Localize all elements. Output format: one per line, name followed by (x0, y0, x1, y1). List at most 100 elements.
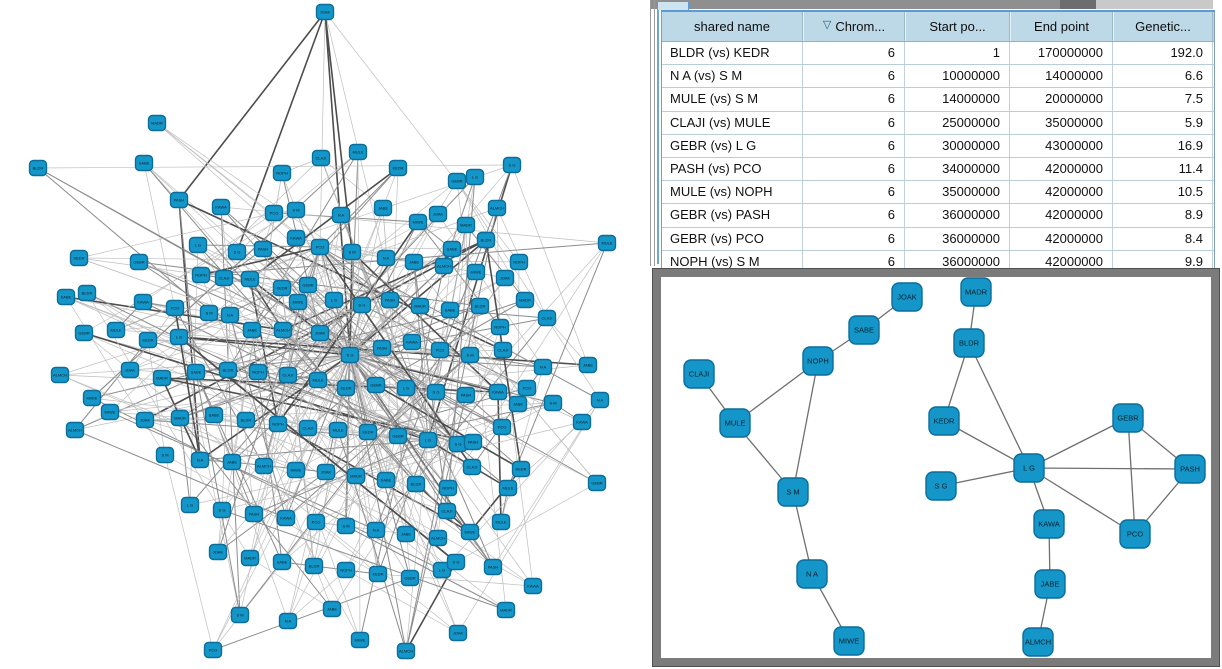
network-node[interactable]: MIWE (100, 403, 120, 421)
network-node[interactable]: S M (155, 446, 175, 464)
network-node[interactable]: BLDR (218, 361, 238, 379)
network-node[interactable]: PCO (203, 641, 223, 659)
network-node[interactable]: PASH (456, 386, 476, 404)
table-row[interactable]: PASH (vs) PCO 6 34000000 42000000 11.4 (662, 156, 1214, 181)
network-node[interactable]: S G (446, 553, 466, 571)
network-node[interactable]: S G (340, 346, 360, 364)
network-node[interactable]: S M (286, 201, 306, 219)
network-node[interactable]: PCO (492, 418, 512, 436)
network-node[interactable]: JABE (578, 356, 598, 374)
network-node[interactable]: JABE (322, 600, 342, 618)
network-node[interactable]: N A (366, 521, 386, 539)
network-node[interactable]: GEBR (129, 253, 149, 271)
network-node[interactable]: PCO (430, 341, 450, 359)
network-node[interactable]: BLDR (406, 475, 426, 493)
network-node[interactable]: L G (1013, 453, 1045, 483)
network-node[interactable]: L G (465, 168, 485, 186)
network-node[interactable]: KAWA (211, 198, 231, 216)
overview-network-panel[interactable]: JOAK MADR SABE BLDR NOPH CLAJI MULE KEDR GEBR L G… (0, 0, 650, 669)
network-node[interactable]: PASH (244, 505, 264, 523)
network-node[interactable]: KAWA (572, 413, 592, 431)
network-node[interactable]: JABE (242, 321, 262, 339)
network-node[interactable]: MULE (719, 408, 751, 438)
network-node[interactable]: L G (324, 291, 344, 309)
network-node[interactable]: SABE (56, 288, 76, 306)
network-node[interactable]: S G (212, 501, 232, 519)
network-node[interactable]: KAWA (402, 333, 422, 351)
filter-funnel-icon[interactable]: ▽ (822, 19, 832, 31)
network-node[interactable]: NOPH (490, 318, 510, 336)
network-node[interactable]: KAWA (133, 293, 153, 311)
detail-network-svg[interactable]: JOAK MADR SABE BLDR NOPH CLAJI MULE KEDR GEBR L G… (661, 277, 1211, 658)
network-node[interactable]: BLDR (470, 297, 490, 315)
network-node[interactable]: NOPH (438, 479, 458, 497)
network-node[interactable]: PASH (372, 339, 392, 357)
network-node[interactable]: CLAJI (214, 269, 234, 287)
network-node[interactable]: L G (180, 496, 200, 514)
network-node[interactable]: CLAJI (278, 366, 298, 384)
network-node[interactable]: SABE (442, 240, 462, 258)
network-node[interactable]: S M (199, 304, 219, 322)
network-node[interactable]: L G (396, 379, 416, 397)
column-header-chrom---[interactable]: ▽ Chrom... (803, 12, 905, 41)
network-node[interactable]: S M (230, 606, 250, 624)
panel-splitter[interactable] (650, 0, 651, 266)
network-node[interactable]: MADR (456, 216, 476, 234)
network-node[interactable]: S G (925, 471, 957, 501)
overview-network-canvas[interactable]: JOAK MADR SABE BLDR NOPH CLAJI MULE KEDR GEBR L G… (0, 0, 650, 669)
network-node[interactable]: SABE (848, 315, 880, 345)
network-node[interactable]: MIWE (460, 523, 480, 541)
network-node[interactable]: SABE (376, 471, 396, 489)
detail-network-canvas[interactable]: JOAK MADR SABE BLDR NOPH CLAJI MULE KEDR GEBR L G… (661, 277, 1211, 658)
network-node[interactable]: GEBR (74, 324, 94, 342)
network-node[interactable]: MIWE (466, 263, 486, 281)
network-node[interactable]: CLAJI (298, 419, 318, 437)
network-node[interactable]: MADR (346, 467, 366, 485)
network-node[interactable]: ALMCH (254, 457, 274, 475)
network-node[interactable]: KAWA (1033, 509, 1065, 539)
network-node[interactable]: PASH (1174, 454, 1206, 484)
network-node[interactable]: KAWA (276, 509, 296, 527)
network-node[interactable]: PCO (517, 379, 537, 397)
network-node[interactable]: MULE (106, 321, 126, 339)
network-node[interactable]: MULE (348, 143, 368, 161)
network-node[interactable]: MULE (498, 479, 518, 497)
network-node[interactable]: SABE (440, 301, 460, 319)
network-node[interactable]: S G (426, 383, 446, 401)
network-node[interactable]: L G (188, 236, 208, 254)
network-node[interactable]: JABE (508, 395, 528, 413)
network-node[interactable]: MULE (328, 421, 348, 439)
network-node[interactable]: MADR (960, 277, 992, 307)
network-node[interactable]: KAWA (523, 577, 543, 595)
network-node[interactable]: PCO (264, 204, 284, 222)
network-node[interactable]: ALMCH (396, 642, 416, 660)
network-node[interactable]: PASH (483, 558, 503, 576)
network-node[interactable]: MULE (240, 270, 260, 288)
network-node[interactable]: CLAJI (462, 458, 482, 476)
network-node[interactable]: JOAK (310, 324, 330, 342)
network-node[interactable]: GEBR (366, 376, 386, 394)
column-header-genetic---[interactable]: Genetic... (1113, 12, 1213, 41)
network-node[interactable]: N A (590, 391, 610, 409)
network-node[interactable]: NOPH (191, 266, 211, 284)
network-node[interactable]: PASH (463, 433, 483, 451)
network-node[interactable]: N A (331, 206, 351, 224)
network-node[interactable]: MIWE (82, 389, 102, 407)
network-node[interactable]: PCO (310, 238, 330, 256)
network-node[interactable]: SABE (134, 154, 154, 172)
network-node[interactable]: GEBR (400, 569, 420, 587)
network-node[interactable]: KEDR (928, 406, 960, 436)
network-node[interactable]: N A (278, 612, 298, 630)
network-node[interactable]: MADR (170, 409, 190, 427)
network-node[interactable]: CLAJI (537, 309, 557, 327)
network-node[interactable]: BLDR (77, 284, 97, 302)
network-node[interactable]: NOPH (802, 346, 834, 376)
network-node[interactable]: NOPH (509, 253, 529, 271)
network-node[interactable]: KEDR (336, 379, 356, 397)
column-header-shared-name[interactable]: shared name (662, 12, 803, 41)
network-node[interactable]: JOAK (448, 624, 468, 642)
network-node[interactable]: JABE (373, 199, 393, 217)
network-node[interactable]: CLAJI (437, 502, 457, 520)
network-node[interactable]: JABE (1034, 569, 1066, 599)
network-node[interactable]: JOAK (208, 543, 228, 561)
